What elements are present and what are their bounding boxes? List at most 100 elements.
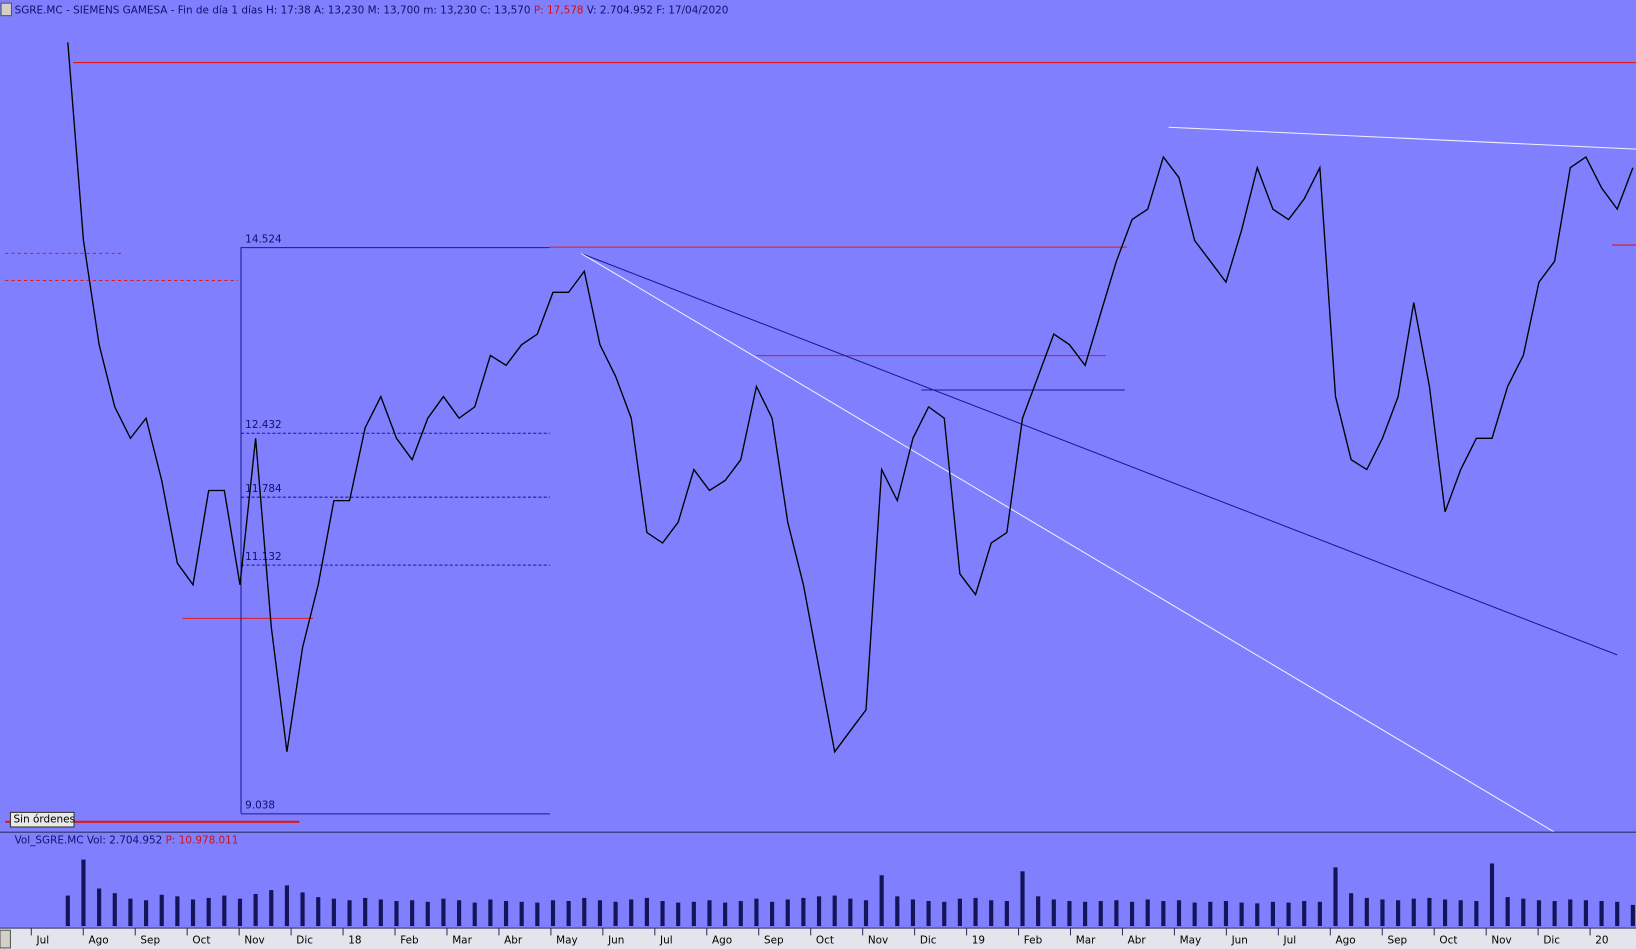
volume-bar: [1489, 863, 1495, 927]
volume-bar: [566, 901, 571, 927]
volume-bar: [801, 897, 806, 927]
x-tick-label: Jul: [1283, 935, 1297, 947]
volume-bar: [112, 893, 117, 927]
trend-line: [1168, 126, 1636, 150]
x-tick-label: 20: [1595, 935, 1608, 947]
volume-header: Vol_SGRE.MC Vol: 2.704.952 P: 10.978.011: [15, 835, 239, 847]
volume-bar: [1411, 898, 1416, 927]
volume-bar: [1380, 899, 1385, 927]
volume-bar: [707, 900, 712, 927]
x-axis-strip: [0, 928, 1636, 949]
volume-bar: [1474, 901, 1479, 927]
volume-bar: [316, 897, 321, 927]
volume-bar: [97, 888, 102, 927]
volume-bar: [1615, 901, 1620, 927]
volume-bar: [143, 900, 149, 927]
volume-bar: [1521, 898, 1526, 927]
volume-bar: [1004, 901, 1009, 927]
volume-bar: [284, 885, 290, 927]
volume-bar: [410, 900, 415, 927]
volume-bar: [65, 895, 70, 927]
volume-bar: [1192, 902, 1197, 927]
volume-bar: [347, 900, 352, 927]
x-tick-label: Abr: [1128, 935, 1147, 947]
volume-bar: [942, 901, 947, 927]
volume-bar: [1364, 897, 1369, 927]
volume-bar: [676, 902, 681, 927]
volume-bar: [1505, 897, 1510, 927]
volume-bar: [1239, 902, 1244, 927]
volume-p: P: 10.978.011: [166, 835, 239, 847]
x-tick-label: Nov: [244, 935, 264, 947]
volume-bar: [175, 896, 180, 927]
x-tick-label: Abr: [504, 935, 523, 947]
volume-bar: [879, 875, 884, 927]
volume-bar: [863, 900, 869, 927]
volume-bar: [1286, 902, 1291, 927]
volume-bar: [1161, 901, 1166, 927]
volume-bar: [1333, 867, 1338, 927]
volume-bar: [816, 896, 822, 927]
order-status: Sin órdenes: [14, 814, 75, 826]
volume-bar: [1020, 871, 1025, 927]
volume-bar: [754, 898, 759, 927]
volume-bar: [1223, 901, 1229, 927]
volume-bar: [1599, 901, 1604, 927]
volume-bar: [1583, 900, 1589, 927]
x-tick-label: Jul: [659, 935, 673, 947]
x-tick-label: Oct: [816, 935, 834, 947]
volume-bar: [1114, 900, 1119, 927]
scroll-button[interactable]: [0, 929, 11, 949]
x-tick-label: Sep: [764, 935, 784, 947]
volume-bar: [1317, 901, 1322, 927]
x-tick-label: 19: [972, 935, 985, 947]
volume-bar: [644, 897, 649, 927]
volume-bar: [660, 901, 665, 927]
volume-bar: [1176, 900, 1182, 927]
x-tick-label: Sep: [1387, 935, 1407, 947]
volume-bar: [926, 901, 931, 927]
volume-bar: [1098, 901, 1103, 927]
x-tick-label: Jul: [36, 935, 50, 947]
volume-bar: [425, 901, 430, 927]
volume-bar: [1067, 901, 1072, 927]
x-tick-label: Dic: [1543, 935, 1560, 947]
volume-bar: [394, 901, 399, 927]
volume-bar: [973, 897, 978, 927]
fib-label: 11.784: [245, 483, 282, 495]
x-tick-label: Dic: [920, 935, 937, 947]
x-tick-label: Ago: [1336, 935, 1356, 947]
volume-bar: [159, 894, 164, 927]
volume-bar: [253, 893, 258, 927]
volume-bar: [128, 898, 133, 927]
volume-bar: [1349, 893, 1354, 927]
volume-bar: [81, 859, 86, 927]
volume-bar: [363, 897, 368, 927]
volume-bar: [1036, 896, 1041, 927]
volume-bar: [1568, 899, 1573, 927]
volume-bar: [785, 899, 790, 927]
menu-button[interactable]: [0, 2, 12, 17]
volume-bar: [269, 890, 274, 927]
volume-bar: [723, 902, 728, 927]
x-tick-label: Nov: [868, 935, 888, 947]
volume-bar: [1458, 900, 1463, 927]
fib-label: 9.038: [245, 799, 275, 811]
volume-bar: [1129, 901, 1135, 927]
x-tick-label: Feb: [1024, 935, 1043, 947]
volume-bar: [1427, 897, 1432, 927]
volume-bar: [832, 895, 837, 927]
x-tick-label: Sep: [140, 935, 160, 947]
volume-bar: [1255, 903, 1260, 927]
order-status-box[interactable]: [9, 811, 75, 828]
volume-bar: [691, 901, 696, 927]
x-tick-label: 18: [348, 935, 361, 947]
price-line: [67, 42, 1634, 754]
trend-line: [580, 252, 1555, 833]
volume-bar: [910, 899, 916, 927]
x-tick-label: Nov: [1491, 935, 1511, 947]
volume-bar: [488, 899, 493, 927]
x-tick-label: Oct: [1439, 935, 1457, 947]
